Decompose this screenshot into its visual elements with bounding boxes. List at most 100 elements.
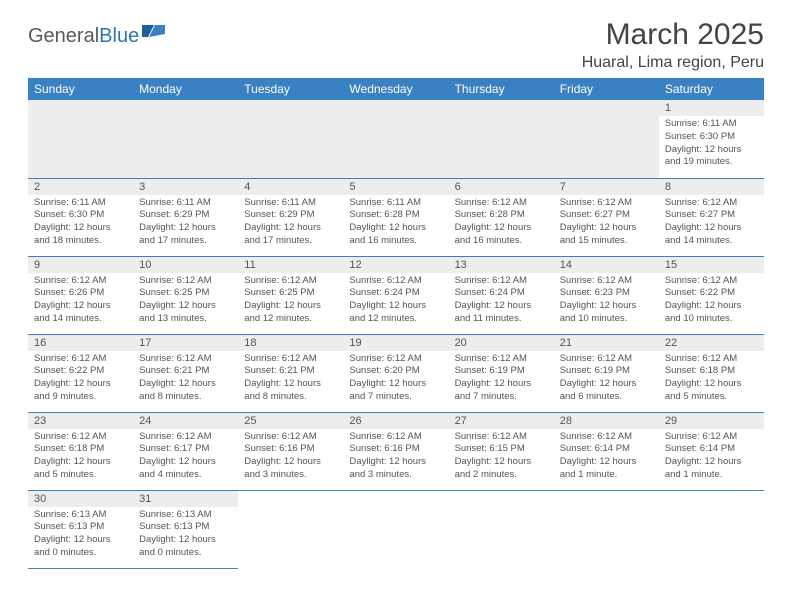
sunset-label: Sunset: <box>139 287 174 298</box>
sunset-value: 6:17 PM <box>174 443 209 454</box>
sunrise-label: Sunrise: <box>455 275 493 286</box>
sunset-label: Sunset: <box>665 365 700 376</box>
day-cell: 10Sunrise: 6:12 AMSunset: 6:25 PMDayligh… <box>133 256 238 334</box>
sunrise-value: 6:12 AM <box>387 431 422 442</box>
day-details: Sunrise: 6:11 AMSunset: 6:29 PMDaylight:… <box>133 195 238 252</box>
day-cell: 7Sunrise: 6:12 AMSunset: 6:27 PMDaylight… <box>554 178 659 256</box>
sunset-value: 6:30 PM <box>700 131 735 142</box>
empty-cell <box>238 490 343 568</box>
weekday-header: Saturday <box>659 78 764 100</box>
day-cell: 20Sunrise: 6:12 AMSunset: 6:19 PMDayligh… <box>449 334 554 412</box>
weekday-header: Friday <box>554 78 659 100</box>
day-number: 31 <box>133 491 238 507</box>
day-details: Sunrise: 6:12 AMSunset: 6:24 PMDaylight:… <box>343 273 448 330</box>
day-number: 10 <box>133 257 238 273</box>
sunset-value: 6:18 PM <box>69 443 104 454</box>
daylight-label: Daylight: <box>34 300 74 311</box>
day-details: Sunrise: 6:12 AMSunset: 6:23 PMDaylight:… <box>554 273 659 330</box>
sunset-value: 6:27 PM <box>595 209 630 220</box>
sunset-value: 6:13 PM <box>174 521 209 532</box>
sunrise-label: Sunrise: <box>34 275 72 286</box>
empty-cell <box>554 100 659 178</box>
sunrise-label: Sunrise: <box>560 431 598 442</box>
sunrise-value: 6:12 AM <box>282 353 317 364</box>
sunset-label: Sunset: <box>455 365 490 376</box>
sunrise-label: Sunrise: <box>560 197 598 208</box>
day-number: 15 <box>659 257 764 273</box>
day-details: Sunrise: 6:12 AMSunset: 6:21 PMDaylight:… <box>133 351 238 408</box>
day-cell: 21Sunrise: 6:12 AMSunset: 6:19 PMDayligh… <box>554 334 659 412</box>
sunrise-value: 6:12 AM <box>597 197 632 208</box>
day-cell: 14Sunrise: 6:12 AMSunset: 6:23 PMDayligh… <box>554 256 659 334</box>
day-cell: 9Sunrise: 6:12 AMSunset: 6:26 PMDaylight… <box>28 256 133 334</box>
day-cell: 3Sunrise: 6:11 AMSunset: 6:29 PMDaylight… <box>133 178 238 256</box>
sunrise-label: Sunrise: <box>665 353 703 364</box>
sunrise-label: Sunrise: <box>34 509 72 520</box>
day-number: 2 <box>28 179 133 195</box>
logo-part1: General <box>28 25 99 47</box>
day-cell: 19Sunrise: 6:12 AMSunset: 6:20 PMDayligh… <box>343 334 448 412</box>
sunset-label: Sunset: <box>244 287 279 298</box>
daylight-label: Daylight: <box>139 534 179 545</box>
sunrise-label: Sunrise: <box>349 353 387 364</box>
day-details: Sunrise: 6:12 AMSunset: 6:22 PMDaylight:… <box>28 351 133 408</box>
day-number: 9 <box>28 257 133 273</box>
sunset-label: Sunset: <box>560 209 595 220</box>
sunrise-value: 6:12 AM <box>492 275 527 286</box>
logo-part2: Blue <box>99 25 139 47</box>
sunset-label: Sunset: <box>349 365 384 376</box>
sunrise-label: Sunrise: <box>560 353 598 364</box>
sunset-value: 6:16 PM <box>384 443 419 454</box>
calendar-row: 30Sunrise: 6:13 AMSunset: 6:13 PMDayligh… <box>28 490 764 568</box>
sunrise-label: Sunrise: <box>34 197 72 208</box>
daylight-label: Daylight: <box>665 378 705 389</box>
sunrise-value: 6:12 AM <box>702 431 737 442</box>
sunrise-label: Sunrise: <box>139 431 177 442</box>
daylight-label: Daylight: <box>34 222 74 233</box>
sunrise-value: 6:11 AM <box>282 197 316 208</box>
day-number: 28 <box>554 413 659 429</box>
sunrise-value: 6:12 AM <box>387 353 422 364</box>
sunrise-value: 6:12 AM <box>282 431 317 442</box>
day-details: Sunrise: 6:11 AMSunset: 6:29 PMDaylight:… <box>238 195 343 252</box>
day-cell: 25Sunrise: 6:12 AMSunset: 6:16 PMDayligh… <box>238 412 343 490</box>
day-cell: 29Sunrise: 6:12 AMSunset: 6:14 PMDayligh… <box>659 412 764 490</box>
daylight-label: Daylight: <box>34 456 74 467</box>
day-number: 11 <box>238 257 343 273</box>
sunset-value: 6:22 PM <box>700 287 735 298</box>
day-number: 12 <box>343 257 448 273</box>
sunrise-value: 6:13 AM <box>72 509 107 520</box>
daylight-label: Daylight: <box>349 300 389 311</box>
sunset-value: 6:14 PM <box>595 443 630 454</box>
sunrise-value: 6:11 AM <box>387 197 421 208</box>
day-number: 13 <box>449 257 554 273</box>
day-details: Sunrise: 6:12 AMSunset: 6:14 PMDaylight:… <box>659 429 764 486</box>
empty-cell <box>343 100 448 178</box>
daylight-label: Daylight: <box>665 144 705 155</box>
day-details: Sunrise: 6:11 AMSunset: 6:30 PMDaylight:… <box>659 116 764 173</box>
day-details: Sunrise: 6:12 AMSunset: 6:21 PMDaylight:… <box>238 351 343 408</box>
day-cell: 11Sunrise: 6:12 AMSunset: 6:25 PMDayligh… <box>238 256 343 334</box>
day-details: Sunrise: 6:12 AMSunset: 6:16 PMDaylight:… <box>343 429 448 486</box>
day-number: 24 <box>133 413 238 429</box>
day-details: Sunrise: 6:12 AMSunset: 6:24 PMDaylight:… <box>449 273 554 330</box>
day-details: Sunrise: 6:12 AMSunset: 6:19 PMDaylight:… <box>449 351 554 408</box>
sunset-label: Sunset: <box>244 443 279 454</box>
daylight-label: Daylight: <box>665 300 705 311</box>
sunset-value: 6:19 PM <box>489 365 524 376</box>
sunrise-value: 6:12 AM <box>282 275 317 286</box>
weekday-header: Tuesday <box>238 78 343 100</box>
daylight-label: Daylight: <box>560 456 600 467</box>
day-number: 4 <box>238 179 343 195</box>
sunrise-label: Sunrise: <box>244 431 282 442</box>
sunrise-label: Sunrise: <box>349 197 387 208</box>
sunset-value: 6:22 PM <box>69 365 104 376</box>
empty-cell <box>449 100 554 178</box>
sunset-label: Sunset: <box>455 443 490 454</box>
day-number: 17 <box>133 335 238 351</box>
day-number: 6 <box>449 179 554 195</box>
weekday-row: SundayMondayTuesdayWednesdayThursdayFrid… <box>28 78 764 100</box>
sunrise-label: Sunrise: <box>139 197 177 208</box>
calendar-row: 23Sunrise: 6:12 AMSunset: 6:18 PMDayligh… <box>28 412 764 490</box>
calendar-row: 9Sunrise: 6:12 AMSunset: 6:26 PMDaylight… <box>28 256 764 334</box>
